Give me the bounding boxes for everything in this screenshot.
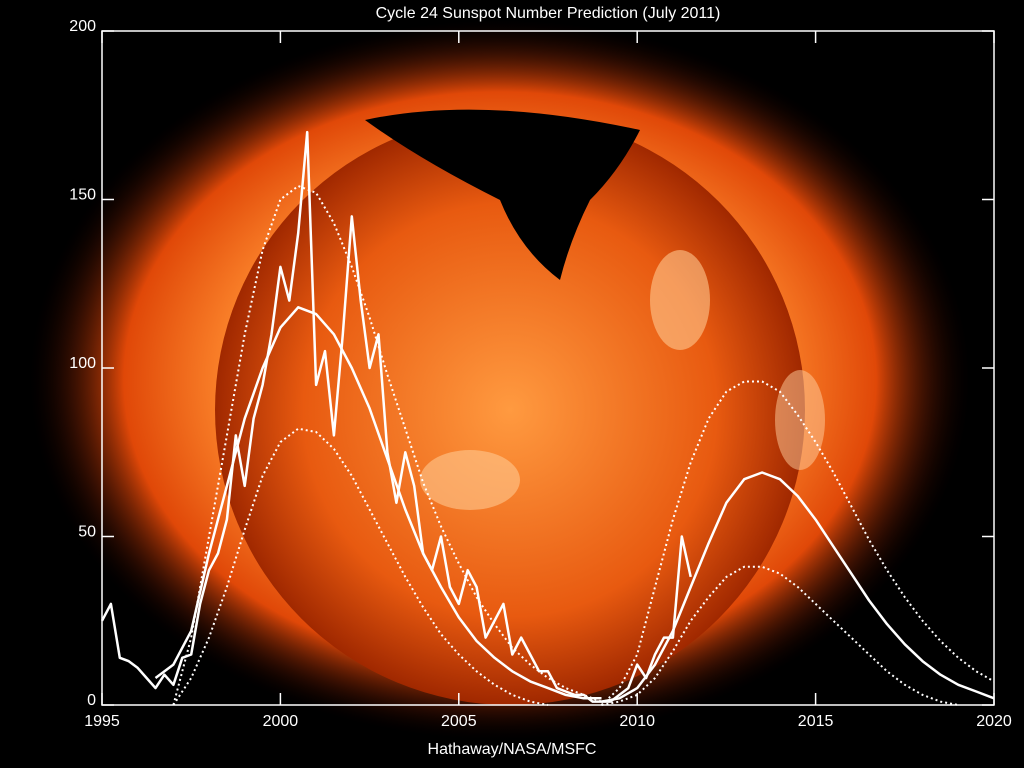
y-tick-label: 100: [69, 355, 96, 372]
active-region: [650, 250, 710, 350]
chart-title: Cycle 24 Sunspot Number Prediction (July…: [376, 5, 721, 22]
x-axis-label: Hathaway/NASA/MSFC: [428, 741, 597, 758]
sunspot-line: [100, 130, 692, 703]
bound-line: [172, 427, 549, 706]
x-tick-label: 2005: [441, 713, 477, 730]
sunspot-line: [601, 471, 995, 703]
sunspot-line: [154, 306, 602, 700]
y-tick-label: 200: [69, 18, 96, 35]
bound-line: [172, 185, 602, 706]
x-tick-label: 2020: [976, 713, 1012, 730]
coronal-hole: [365, 109, 640, 280]
active-region: [420, 450, 520, 510]
y-tick-label: 50: [78, 524, 96, 541]
sun-disk: [215, 115, 805, 705]
bound-line: [600, 380, 995, 706]
y-tick-label: 0: [87, 692, 96, 709]
x-tick-label: 2015: [798, 713, 834, 730]
x-tick-label: 2010: [619, 713, 655, 730]
x-tick-label: 1995: [84, 713, 120, 730]
x-tick-label: 2000: [263, 713, 299, 730]
y-tick-label: 150: [69, 187, 96, 204]
